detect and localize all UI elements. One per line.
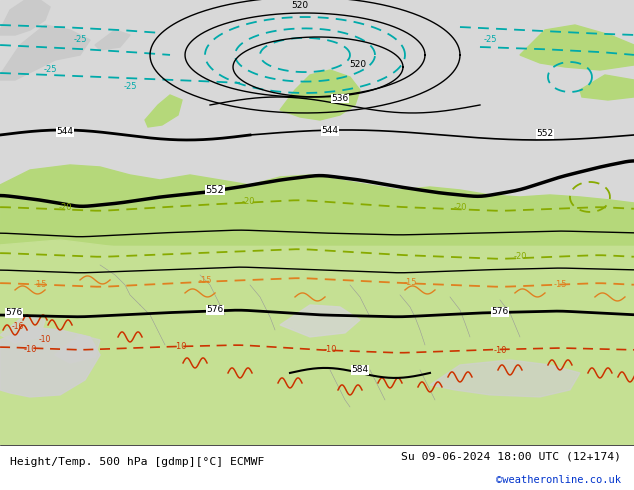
Polygon shape [0, 25, 90, 80]
Text: -25: -25 [483, 35, 496, 45]
Text: -20: -20 [242, 197, 255, 206]
Polygon shape [55, 335, 100, 363]
Text: -15: -15 [198, 276, 212, 286]
Polygon shape [0, 165, 634, 245]
Text: -15: -15 [34, 280, 47, 290]
Polygon shape [0, 0, 50, 35]
Polygon shape [280, 70, 360, 120]
Polygon shape [95, 30, 130, 50]
Text: -10: -10 [493, 346, 507, 355]
Text: 576: 576 [5, 308, 22, 318]
Polygon shape [280, 305, 360, 337]
Bar [0, 0, 634, 225]
Text: -25: -25 [123, 82, 137, 92]
Text: 520: 520 [349, 60, 366, 70]
Text: -10: -10 [39, 336, 51, 344]
Text: 536: 536 [332, 94, 349, 103]
Text: -15: -15 [553, 280, 567, 290]
Text: -16: -16 [12, 322, 24, 331]
Text: 552: 552 [536, 129, 553, 139]
Polygon shape [0, 240, 634, 365]
Text: 544: 544 [56, 127, 74, 137]
Text: -20: -20 [513, 252, 527, 262]
Text: -10: -10 [173, 343, 187, 351]
Text: 552: 552 [205, 185, 224, 195]
Text: -20: -20 [453, 203, 467, 213]
Text: 520: 520 [292, 1, 309, 10]
Polygon shape [0, 327, 100, 397]
Text: Su 09-06-2024 18:00 UTC (12+174): Su 09-06-2024 18:00 UTC (12+174) [401, 451, 621, 461]
Text: ©weatheronline.co.uk: ©weatheronline.co.uk [496, 475, 621, 485]
Text: 584: 584 [351, 366, 368, 374]
Polygon shape [520, 25, 634, 70]
Polygon shape [580, 75, 634, 100]
Polygon shape [430, 360, 580, 397]
Text: -15: -15 [403, 278, 417, 288]
Polygon shape [145, 95, 182, 127]
Text: -10: -10 [23, 345, 37, 354]
Text: 576: 576 [491, 307, 508, 317]
Bar [0, 225, 634, 445]
Text: Height/Temp. 500 hPa [gdmp][°C] ECMWF: Height/Temp. 500 hPa [gdmp][°C] ECMWF [10, 457, 264, 467]
Text: -25: -25 [74, 35, 87, 45]
Text: -10: -10 [323, 345, 337, 354]
Text: 544: 544 [321, 126, 339, 135]
Text: 576: 576 [207, 305, 224, 315]
Text: -25: -25 [43, 66, 57, 74]
Polygon shape [0, 315, 45, 343]
Text: -20: -20 [58, 203, 72, 213]
